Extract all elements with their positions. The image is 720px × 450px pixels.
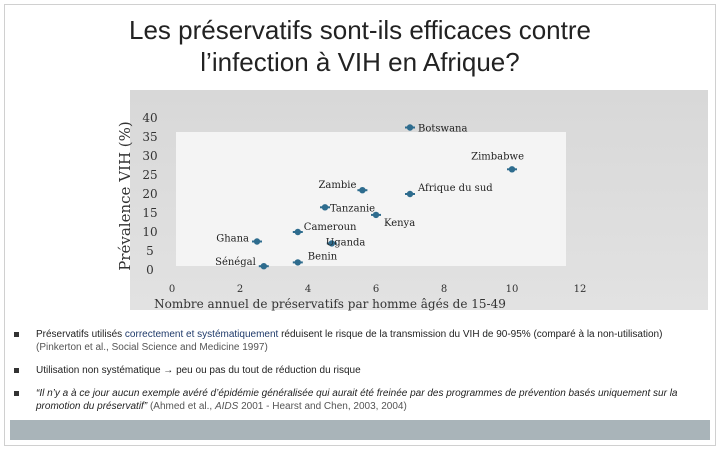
bullet-1-text-end: réduisent le risque de la transmission d… bbox=[278, 329, 663, 340]
y-tick-label: 25 bbox=[142, 168, 157, 182]
marker-benin bbox=[294, 259, 301, 266]
point-label-afrique-du-sud: Afrique du sud bbox=[417, 183, 493, 194]
bullet-item-3: “Il n’y a à ce jour aucun exemple avéré … bbox=[14, 387, 704, 413]
y-axis-label: Prévalence VIH (%) bbox=[116, 121, 134, 271]
slide-title: Les préservatifs sont-ils efficaces cont… bbox=[0, 14, 720, 78]
scatter-chart: 0 5 10 15 20 25 30 35 40 0 2 4 6 8 10 12 Prévalence VIH … bbox=[116, 111, 587, 311]
marker-tanzanie bbox=[321, 204, 329, 211]
point-label-cameroun: Cameroun bbox=[304, 222, 357, 233]
x-tick-label: 8 bbox=[441, 284, 447, 295]
bullet-marker bbox=[14, 332, 19, 337]
x-tick-label: 0 bbox=[169, 284, 175, 295]
y-tick-label: 30 bbox=[142, 149, 157, 163]
bullet-item-2: Utilisation non systématique → peu ou pa… bbox=[14, 364, 704, 377]
bullet-3-citation-end: 2001 - Hearst and Chen, 2003, 2004) bbox=[238, 401, 407, 412]
point-label-tanzanie: Tanzanie bbox=[330, 203, 375, 214]
marker-cameroun bbox=[294, 228, 301, 236]
marker-afrique-du-sud bbox=[406, 190, 414, 198]
bullet-3-quote: “Il n’y a à ce jour aucun exemple avéré … bbox=[36, 388, 678, 412]
bullet-marker bbox=[14, 391, 19, 396]
marker-zimbabwe bbox=[508, 166, 516, 173]
point-label-ghana: Ghana bbox=[216, 234, 249, 245]
bullet-list: Préservatifs utilisés correctement et sy… bbox=[14, 328, 704, 423]
bullet-3-citation-start: (Ahmed et al., bbox=[147, 401, 215, 412]
bullet-3-journal: AIDS bbox=[214, 401, 239, 412]
marker-uganda bbox=[328, 240, 335, 247]
x-tick-label: 4 bbox=[305, 284, 311, 295]
x-tick-label: 10 bbox=[506, 284, 519, 295]
bullet-item-1: Préservatifs utilisés correctement et sy… bbox=[14, 328, 704, 354]
y-tick-label: 0 bbox=[146, 263, 154, 277]
plot-area bbox=[176, 132, 566, 266]
y-tick-label: 5 bbox=[146, 244, 154, 258]
title-line-1: Les préservatifs sont-ils efficaces cont… bbox=[129, 15, 591, 45]
x-tick-label: 6 bbox=[373, 284, 379, 295]
point-label-senegal: Sénégal bbox=[215, 257, 256, 268]
marker-kenya bbox=[372, 211, 380, 219]
y-tick-label: 40 bbox=[142, 111, 157, 125]
point-label-botswana: Botswana bbox=[418, 124, 467, 135]
marker-zambie bbox=[359, 187, 366, 194]
x-tick-label: 12 bbox=[574, 284, 587, 295]
x-tick-label: 2 bbox=[237, 284, 243, 295]
y-tick-label: 20 bbox=[142, 187, 157, 201]
point-label-benin: Benin bbox=[308, 251, 338, 262]
marker-botswana bbox=[406, 124, 414, 131]
y-tick-label: 35 bbox=[142, 130, 157, 144]
x-axis-label: Nombre annuel de préservatifs par homme … bbox=[154, 297, 506, 311]
point-label-uganda: Uganda bbox=[326, 237, 366, 248]
marker-ghana bbox=[253, 238, 261, 245]
point-label-zimbabwe: Zimbabwe bbox=[471, 151, 524, 162]
title-line-2: l’infection à VIH en Afrique? bbox=[200, 47, 520, 77]
bullet-marker bbox=[14, 368, 19, 373]
bullet-1-text-start: Préservatifs utilisés bbox=[36, 329, 125, 340]
bullet-2-text: Utilisation non systématique → peu ou pa… bbox=[36, 365, 361, 376]
marker-senegal bbox=[260, 263, 267, 270]
bullet-1-citation: (Pinkerton et al., Social Science and Me… bbox=[36, 342, 268, 353]
footer-bar bbox=[10, 420, 710, 440]
point-label-kenya: Kenya bbox=[384, 218, 415, 229]
y-tick-label: 10 bbox=[142, 225, 157, 239]
slide-frame bbox=[4, 4, 716, 446]
bullet-1-highlight: correctement et systématiquement bbox=[124, 329, 279, 340]
point-label-zambie: Zambie bbox=[318, 180, 356, 191]
y-tick-label: 15 bbox=[142, 206, 157, 220]
